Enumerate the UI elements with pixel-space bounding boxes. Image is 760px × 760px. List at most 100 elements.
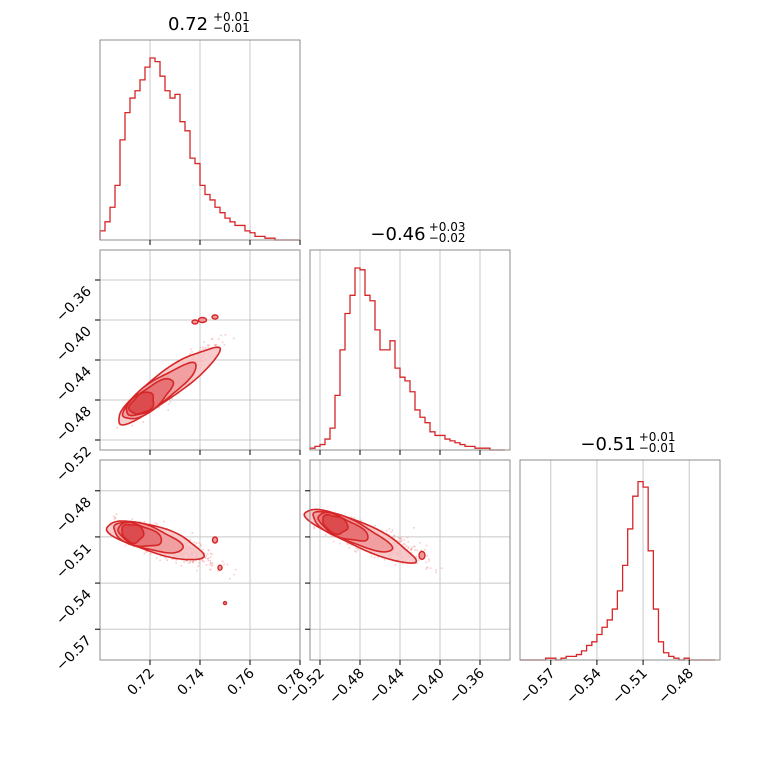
scatter-point <box>399 538 402 541</box>
scatter-point <box>192 560 195 563</box>
scatter-point <box>394 564 396 566</box>
scatter-point <box>168 403 170 405</box>
density-contour-island <box>211 314 219 320</box>
scatter-point <box>398 540 400 542</box>
scatter-point <box>165 557 167 559</box>
scatter-point <box>325 534 327 536</box>
scatter-point <box>113 515 115 518</box>
scatter-point <box>429 567 432 569</box>
y-tick-label: −0.57 <box>53 633 95 675</box>
scatter-point <box>391 536 394 538</box>
scatter-point <box>403 539 405 541</box>
scatter-point <box>211 553 213 556</box>
scatter-point <box>207 346 209 349</box>
density-contour-level-4 <box>322 513 349 536</box>
scatter-point <box>201 559 204 561</box>
x-tick-label: −0.48 <box>326 666 368 708</box>
scatter-point <box>224 334 227 336</box>
scatter-panel-param-3-vs-param-1 <box>95 459 301 665</box>
scatter-point <box>113 518 116 520</box>
scatter-point <box>383 558 386 561</box>
scatter-point <box>188 562 190 564</box>
scatter-point <box>425 568 428 570</box>
scatter-point <box>198 542 201 544</box>
scatter-point <box>131 518 134 521</box>
scatter-point <box>124 544 127 547</box>
x-tick-label: −0.57 <box>517 666 559 708</box>
histogram-step-line <box>309 267 505 451</box>
y-tick-label: −0.54 <box>53 587 95 629</box>
scatter-point <box>156 523 159 525</box>
density-contour-island <box>222 600 228 606</box>
y-tick-label: −0.51 <box>53 540 95 582</box>
scatter-point <box>191 351 193 353</box>
scatter-point <box>197 565 199 568</box>
scatter-point <box>143 521 146 523</box>
density-contour-level-4 <box>121 523 145 545</box>
scatter-point <box>388 528 391 530</box>
scatter-point <box>149 523 151 525</box>
scatter-point <box>204 347 207 349</box>
y-tick-label: −0.48 <box>53 494 95 536</box>
scatter-point <box>131 424 133 427</box>
density-contour-island <box>191 319 199 325</box>
scatter-point <box>171 397 173 400</box>
scatter-point <box>417 559 420 561</box>
scatter-point <box>353 517 356 519</box>
title-param-1: 0.72 +0.01−0.01 <box>168 10 250 35</box>
scatter-point <box>198 564 201 566</box>
scatter-point <box>404 543 406 545</box>
scatter-point <box>191 560 194 563</box>
scatter-point <box>205 564 208 566</box>
scatter-point <box>217 338 220 340</box>
scatter-point <box>226 563 229 566</box>
scatter-point <box>191 532 194 534</box>
scatter-point <box>211 562 213 564</box>
scatter-point <box>382 530 384 533</box>
scatter-point <box>193 541 195 544</box>
scatter-point <box>417 557 420 559</box>
scatter-point <box>207 553 209 555</box>
scatter-point <box>400 540 402 543</box>
scatter-point <box>386 529 388 532</box>
scatter-point <box>201 548 204 551</box>
scatter-point <box>195 559 197 562</box>
scatter-point <box>175 562 177 564</box>
y-tick-label: −0.52 <box>53 444 95 486</box>
scatter-point <box>406 536 409 539</box>
scatter-point <box>339 542 341 545</box>
scatter-point <box>198 561 200 564</box>
panel-border <box>309 249 511 451</box>
scatter-point <box>180 565 183 567</box>
y-tick-label: −0.40 <box>53 324 95 366</box>
x-tick-label: −0.44 <box>366 665 408 707</box>
histogram-step-line <box>99 57 300 241</box>
scatter-point <box>132 545 135 548</box>
title-lower-error: −0.01 <box>639 441 676 455</box>
scatter-point <box>199 543 202 546</box>
scatter-point <box>204 556 206 559</box>
scatter-point <box>413 545 416 547</box>
density-contour-island <box>217 564 223 571</box>
density-contour-island <box>197 316 208 324</box>
histogram-panel-param-2 <box>309 249 511 455</box>
scatter-point <box>331 535 334 537</box>
y-tick-label: −0.48 <box>53 404 95 446</box>
scatter-point <box>398 541 401 544</box>
scatter-point <box>385 532 388 535</box>
scatter-point <box>313 525 316 527</box>
scatter-point <box>171 558 174 560</box>
scatter-point <box>210 562 212 564</box>
scatter-point <box>172 558 175 560</box>
scatter-point <box>145 551 148 554</box>
scatter-point <box>396 539 398 542</box>
scatter-point <box>410 552 413 554</box>
scatter-point <box>348 547 350 549</box>
histogram-step-line <box>520 480 715 661</box>
scatter-point <box>145 550 147 552</box>
scatter-point <box>401 544 404 547</box>
x-tick-label: 0.72 <box>124 666 157 699</box>
scatter-point <box>220 334 222 337</box>
scatter-point <box>355 551 358 553</box>
